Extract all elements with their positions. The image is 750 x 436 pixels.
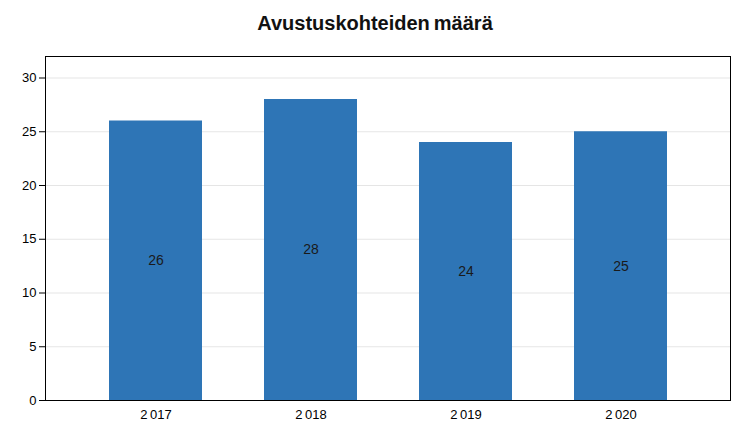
- svg-text:15: 15: [22, 231, 36, 246]
- svg-text:25: 25: [22, 124, 36, 139]
- svg-text:2 017: 2 017: [140, 407, 172, 422]
- svg-text:2 018: 2 018: [295, 407, 327, 422]
- svg-text:2 019: 2 019: [450, 407, 482, 422]
- svg-text:25: 25: [613, 258, 629, 274]
- svg-text:20: 20: [22, 178, 36, 193]
- svg-text:30: 30: [22, 70, 36, 85]
- html-text:Avustuskohteiden määrä: Avustuskohteiden määrä: [257, 12, 493, 34]
- svg-text:28: 28: [303, 241, 319, 257]
- svg-text:26: 26: [148, 252, 164, 268]
- svg-text:2 020: 2 020: [605, 407, 637, 422]
- svg-text:0: 0: [29, 393, 36, 408]
- svg-text:24: 24: [458, 263, 474, 279]
- svg-text:10: 10: [22, 285, 36, 300]
- svg-text:5: 5: [29, 339, 36, 354]
